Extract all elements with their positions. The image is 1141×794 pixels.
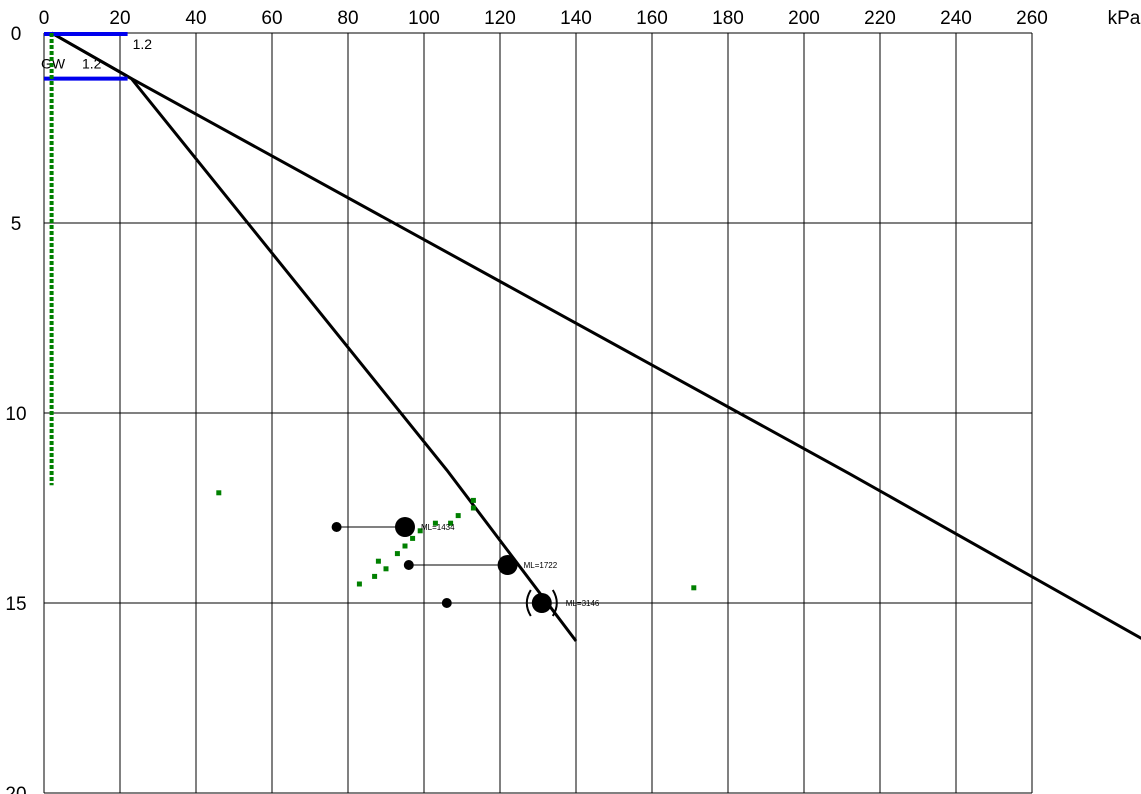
green-point-5: [432, 520, 438, 526]
ml-test-bracket-left-2: [525, 589, 532, 617]
green-point-2: [470, 505, 476, 511]
green-point-3: [455, 513, 461, 519]
ml-test-pl-0: [395, 517, 415, 537]
x-tick-label-8: 160: [636, 8, 668, 29]
x-tick-label-13: 260: [1016, 8, 1048, 29]
green-point-1: [470, 497, 476, 503]
series-lines: [50, 31, 1141, 642]
green-points: [216, 490, 697, 591]
green-point-4: [448, 520, 454, 526]
ml-test-pl-2: [531, 593, 552, 613]
ml-test-bracket-right-2: [551, 589, 558, 617]
x-tick-label-3: 60: [261, 8, 282, 29]
ml-test-label-1: ML=1722: [524, 561, 558, 570]
green-point-8: [402, 543, 408, 549]
x-tick-label-9: 180: [712, 8, 744, 29]
grid: [43, 32, 1033, 794]
green-point-9: [394, 551, 400, 557]
x-tick-label-10: 200: [788, 8, 820, 29]
green-point-7: [410, 535, 416, 541]
green-point-14: [691, 585, 697, 591]
x-tick-label-5: 100: [408, 8, 440, 29]
green-point-0: [216, 490, 222, 496]
x-tick-label-6: 120: [484, 8, 516, 29]
x-tick-label-0: 0: [39, 8, 50, 29]
x-unit-label: kPa: [1108, 8, 1141, 29]
ml-test-p0-1: [403, 560, 414, 570]
green-point-10: [375, 558, 381, 564]
x-tick-label-4: 80: [337, 8, 358, 29]
green-point-6: [417, 528, 423, 534]
x-tick-label-12: 240: [940, 8, 972, 29]
y-tick-label-2: 10: [5, 404, 26, 425]
ml-test-label-2: ML=3146: [566, 599, 600, 608]
y-tick-label-3: 15: [5, 594, 26, 615]
x-tick-label-2: 40: [185, 8, 206, 29]
green-point-11: [383, 566, 389, 572]
green-point-12: [372, 573, 378, 579]
gw-bracket-label: 1.2: [133, 36, 153, 52]
groundwater-marker: GW 1.2 1.2: [41, 32, 153, 81]
y-tick-label-0: 0: [11, 24, 22, 45]
x-tick-label-7: 140: [560, 8, 592, 29]
ml-tests: ML=1434 ML=1722 ML=3146: [331, 517, 600, 617]
gw-depth-label: 1.2: [82, 56, 102, 72]
series-line-1: [50, 31, 1141, 640]
x-tick-label-1: 20: [109, 8, 130, 29]
x-tick-label-11: 220: [864, 8, 896, 29]
ml-test-pl-1: [497, 555, 518, 575]
ml-test-p0-0: [331, 522, 342, 532]
ml-test-p0-2: [441, 598, 452, 608]
y-tick-label-4: 20: [5, 784, 26, 794]
ml-test-label-0: ML=1434: [421, 523, 455, 532]
x-tick-labels: 0 20 40 60 80 100 120 140 160 180 200 220 240 260: [39, 8, 1048, 29]
y-tick-labels: 0 5 10 15 20: [5, 24, 26, 794]
series-line-0: [50, 31, 578, 642]
y-tick-label-1: 5: [11, 214, 22, 235]
green-point-13: [356, 581, 362, 587]
